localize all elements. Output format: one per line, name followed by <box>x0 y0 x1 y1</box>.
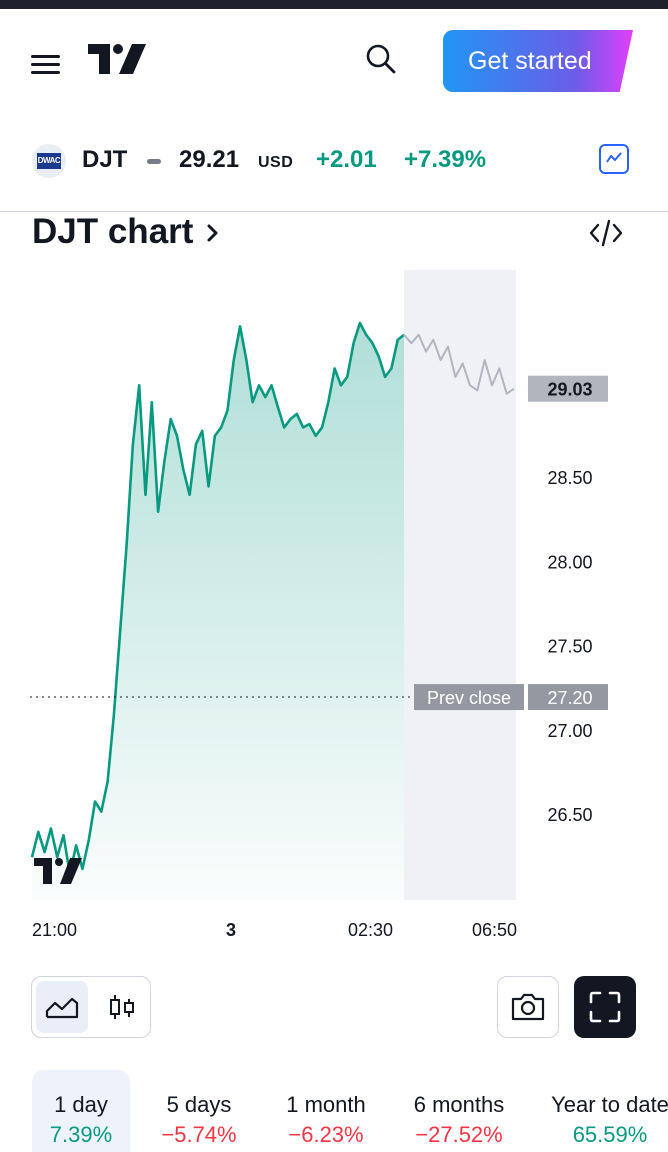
period-tab-year-to-date[interactable]: Year to date 65.59% <box>540 1070 668 1152</box>
period-change: 7.39% <box>49 1122 113 1147</box>
y-tick-label: 26.50 <box>547 805 592 825</box>
period-change: −6.23% <box>288 1122 364 1147</box>
price-change-percent: +7.39% <box>404 146 487 173</box>
period-tabs: 1 day 7.39% 5 days −5.74% 1 month −6.23%… <box>0 1070 668 1152</box>
y-tick-label: 27.50 <box>547 637 592 657</box>
prev-close-label: Prev close <box>427 688 511 708</box>
price-change: +2.01 <box>316 146 377 173</box>
x-tick-label: 3 <box>226 920 237 940</box>
embed-code-icon[interactable] <box>587 218 625 248</box>
y-tick-label: 27.00 <box>547 721 592 741</box>
price-chart[interactable]: 28.50 28.00 27.50 27.00 26.50 29.03 Prev close… <box>0 270 668 910</box>
period-tab-1-month[interactable]: 1 month −6.23% <box>270 1070 382 1152</box>
period-change: 65.59% <box>572 1122 648 1147</box>
period-tab-5-days[interactable]: 5 days −5.74% <box>150 1070 248 1152</box>
area-style-button[interactable] <box>36 981 88 1033</box>
period-label: 6 months <box>413 1092 505 1117</box>
camera-icon <box>511 993 545 1021</box>
period-change: −5.74% <box>161 1122 237 1147</box>
prev-close-value: 27.20 <box>547 688 592 708</box>
period-label: Year to date <box>551 1092 668 1117</box>
snapshot-button[interactable] <box>497 976 559 1038</box>
tradingview-logo[interactable] <box>88 44 146 74</box>
chevron-right-icon <box>207 224 218 242</box>
section-divider <box>0 211 668 212</box>
area-chart-icon <box>45 997 79 1019</box>
y-axis: 28.50 28.00 27.50 27.00 26.50 29.03 Prev close… <box>414 375 608 825</box>
chart-trend-button[interactable] <box>599 144 629 174</box>
last-price-badge <box>528 375 608 402</box>
period-tab-6-months[interactable]: 6 months −27.52% <box>402 1070 516 1152</box>
period-label: 5 days <box>166 1092 232 1117</box>
period-label: 1 day <box>54 1092 108 1117</box>
tradingview-watermark <box>34 858 82 884</box>
extended-hours-background <box>404 270 516 900</box>
candles-style-button[interactable] <box>96 981 148 1033</box>
chart-title-link[interactable]: DJT chart <box>32 212 221 252</box>
chart-style-group <box>31 976 151 1038</box>
period-change: −27.52% <box>415 1122 503 1147</box>
extended-hours-line <box>403 333 515 395</box>
company-logo-text: DWAC <box>37 153 61 169</box>
x-tick-label: 21:00 <box>32 920 78 940</box>
symbol-header: DWAC DJT 29.21 USD +2.01 +7.39% <box>0 130 668 190</box>
x-tick-label: 02:30 <box>348 920 394 940</box>
y-tick-label: 28.00 <box>547 552 592 572</box>
price-area-fill <box>32 322 404 901</box>
prev-close-badge <box>414 684 524 711</box>
chart-line-icon <box>606 152 622 163</box>
ticker-symbol: DJT <box>82 146 128 173</box>
x-tick-label: 06:50 <box>472 920 518 940</box>
last-price-label: 29.03 <box>547 380 592 400</box>
site-header: Get started <box>0 9 668 119</box>
candlestick-icon <box>110 995 134 1019</box>
price-line <box>30 321 405 876</box>
get-started-button[interactable]: Get started <box>443 30 633 92</box>
last-price: 29.21 <box>179 146 240 173</box>
y-tick-label: 28.50 <box>547 468 592 488</box>
market-status-icon <box>147 159 161 164</box>
prev-close-value-badge <box>528 684 608 711</box>
fullscreen-icon <box>589 991 621 1023</box>
fullscreen-button[interactable] <box>574 976 636 1038</box>
search-icon[interactable] <box>364 42 398 76</box>
chart-title: DJT chart <box>32 212 194 251</box>
hamburger-menu-icon[interactable] <box>31 52 61 76</box>
status-strip <box>0 0 668 9</box>
period-tab-1-day[interactable]: 1 day 7.39% <box>32 1070 130 1152</box>
company-logo: DWAC <box>32 144 66 178</box>
period-label: 1 month <box>286 1092 366 1117</box>
currency: USD <box>258 154 294 171</box>
